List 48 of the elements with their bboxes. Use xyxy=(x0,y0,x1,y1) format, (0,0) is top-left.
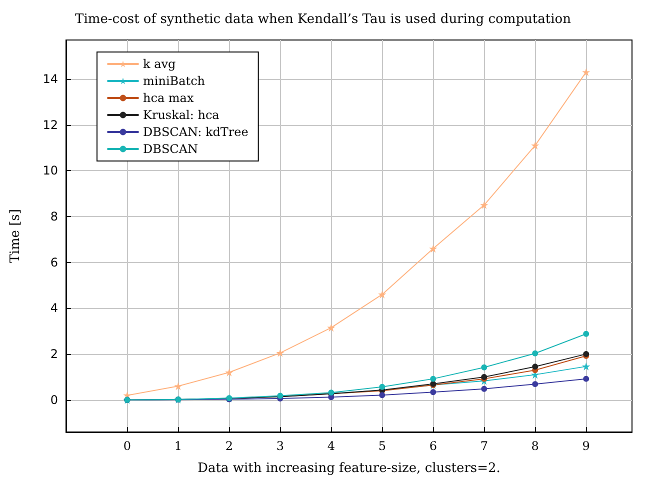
point xyxy=(379,384,386,390)
x-axis-title: Data with increasing feature-size, clusters=2. xyxy=(198,461,500,476)
y-tick-label: 0 xyxy=(50,392,58,407)
point xyxy=(429,244,438,253)
x-tick-label: 0 xyxy=(123,439,132,453)
x-tick-label: 1 xyxy=(174,439,182,453)
point xyxy=(481,386,488,392)
chart-title: Time-cost of synthetic data when Kendall’s Tau is used during computation xyxy=(75,12,572,27)
y-tick-label: 14 xyxy=(42,72,58,86)
point xyxy=(276,348,284,357)
point xyxy=(532,350,538,356)
point xyxy=(481,364,488,370)
point xyxy=(174,382,182,390)
point xyxy=(327,324,336,332)
y-tick-label: 8 xyxy=(50,210,58,224)
point xyxy=(583,376,590,382)
x-tick-label: 2 xyxy=(225,439,233,453)
y-tick-label: 10 xyxy=(42,164,58,178)
y-tick-label: 2 xyxy=(50,347,58,362)
y-tick-label: 4 xyxy=(50,301,58,316)
point xyxy=(531,141,540,150)
point xyxy=(378,290,386,298)
legend-label: DBSCAN: kdTree xyxy=(143,125,248,139)
x-tick-label: 7 xyxy=(480,439,488,453)
legend-label: miniBatch xyxy=(143,74,206,88)
point xyxy=(379,392,386,398)
x-tick-label: 8 xyxy=(531,439,539,453)
point xyxy=(582,362,590,370)
legend-label: DBSCAN xyxy=(143,142,198,156)
x-tick-label: 9 xyxy=(582,439,590,453)
point xyxy=(225,368,234,376)
y-axis-title: Time [s] xyxy=(8,209,23,263)
point xyxy=(430,389,436,396)
x-tick-label: 5 xyxy=(378,439,386,453)
point xyxy=(532,364,538,370)
legend-label: Kruskal: hca xyxy=(143,108,220,122)
point xyxy=(480,201,488,210)
x-tick-label: 4 xyxy=(327,439,336,453)
legend-label: k avg xyxy=(143,57,176,71)
y-tick-label: 6 xyxy=(50,255,58,270)
legend-label: hca max xyxy=(143,91,194,105)
point xyxy=(583,330,590,337)
point xyxy=(430,376,436,382)
point xyxy=(582,68,590,76)
y-tick-label: 12 xyxy=(42,118,58,132)
x-tick-label: 3 xyxy=(276,439,284,453)
point xyxy=(532,381,538,388)
x-tick-label: 6 xyxy=(429,439,437,453)
